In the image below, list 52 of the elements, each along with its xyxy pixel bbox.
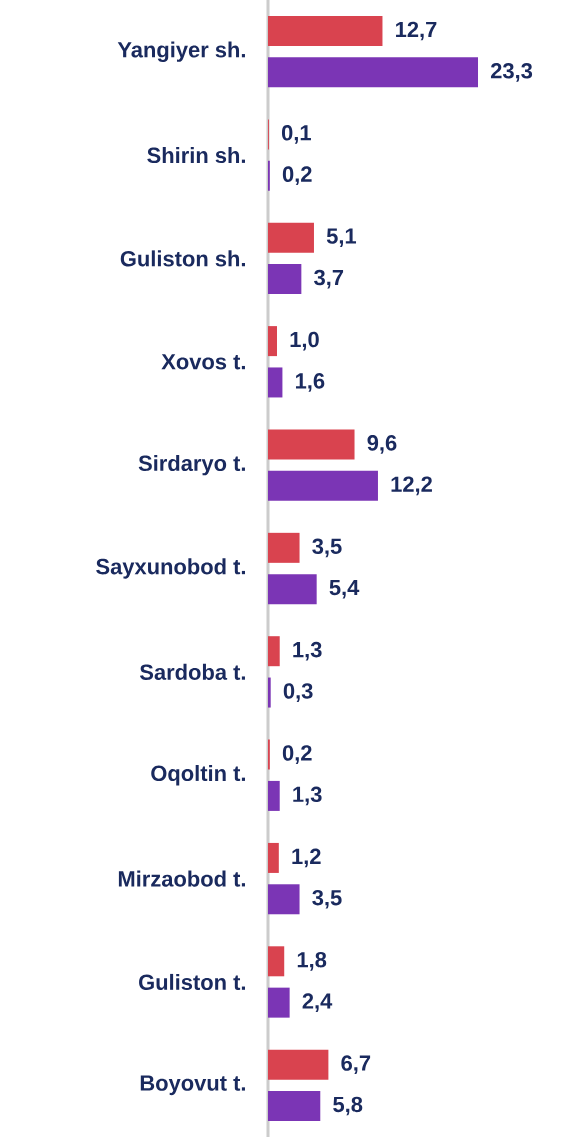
data-label: 1,0 — [290, 331, 319, 351]
y-tick-label: Sayxunobod t. — [96, 558, 245, 579]
y-tick-label: Sardoba t. — [139, 663, 245, 680]
y-tick-label: Mirzaobod t. — [118, 870, 245, 887]
data-label: 5,1 — [326, 228, 357, 247]
bar — [268, 946, 285, 977]
bar — [268, 532, 300, 563]
bar — [268, 677, 271, 708]
bar — [268, 470, 378, 501]
bar — [268, 264, 302, 295]
bar — [268, 1091, 321, 1121]
y-tick-label: Shirin sh. — [147, 147, 245, 164]
y-tick-label: Xovos t. — [161, 354, 245, 370]
data-label: 1,8 — [297, 951, 327, 971]
y-tick-label: Yangiyer sh. — [117, 41, 245, 62]
y-tick-label: Oqoltin t. — [151, 765, 245, 786]
bar — [268, 574, 317, 605]
data-label: 3,7 — [314, 269, 344, 289]
bar — [268, 326, 278, 357]
data-label: 12,2 — [391, 476, 432, 496]
y-tick-label: Boyovut t. — [140, 1075, 245, 1096]
data-label: 23,3 — [490, 63, 533, 82]
bar — [268, 222, 314, 253]
bar — [268, 636, 280, 667]
data-label: 0,2 — [282, 745, 312, 764]
bar — [268, 780, 280, 811]
bar — [268, 429, 355, 460]
data-label: 0,1 — [281, 125, 311, 144]
bar — [268, 57, 479, 88]
bar — [268, 16, 383, 47]
y-tick-label: Guliston sh. — [120, 250, 245, 267]
bar — [268, 367, 283, 398]
bar — [268, 842, 279, 873]
bar — [268, 1049, 329, 1080]
data-label: 1,2 — [292, 848, 321, 868]
data-label: 0,3 — [283, 683, 313, 702]
data-label: 1,6 — [296, 373, 325, 392]
data-label: 3,5 — [312, 538, 342, 558]
data-label: 1,3 — [293, 641, 322, 661]
data-label: 1,3 — [293, 786, 322, 806]
bar — [268, 987, 290, 1018]
y-tick-label: Sirdaryo t. — [138, 454, 245, 476]
data-label: 12,7 — [396, 21, 437, 41]
data-label: 0,2 — [282, 166, 312, 186]
data-label: 6,7 — [341, 1055, 371, 1075]
data-label: 2,4 — [302, 993, 333, 1012]
data-label: 5,8 — [333, 1096, 363, 1116]
data-label: 9,6 — [367, 435, 397, 454]
data-label: 3,5 — [312, 889, 342, 909]
bar — [268, 884, 300, 915]
data-label: 5,4 — [329, 579, 360, 599]
y-tick-label: Guliston t. — [139, 973, 245, 991]
